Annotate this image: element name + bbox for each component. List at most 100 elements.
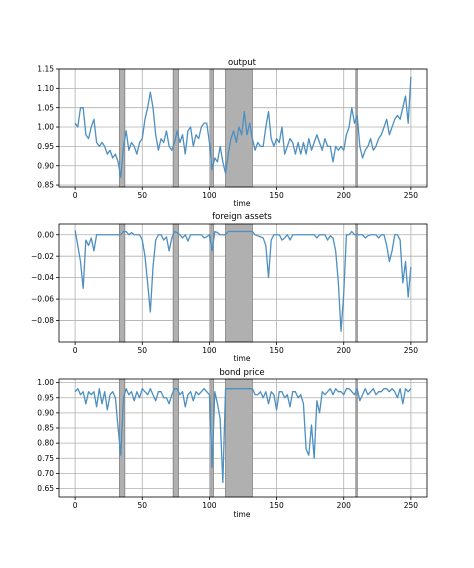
data-point-output-75 [276,138,277,139]
data-point-foreign-assets-29 [152,266,153,267]
data-point-foreign-assets-68 [257,235,258,236]
data-point-bond-price-104 [354,394,355,395]
data-point-foreign-assets-14 [112,234,113,235]
data-point-bond-price-87 [308,455,309,456]
data-point-output-94 [327,146,328,147]
data-point-foreign-assets-32 [160,234,161,235]
data-point-bond-price-30 [155,400,156,401]
y-tick-label-output-1: 0.90 [37,161,54,170]
data-point-foreign-assets-3 [83,288,84,289]
data-point-bond-price-58 [230,388,231,389]
data-point-bond-price-31 [158,391,159,392]
data-point-output-111 [373,150,374,151]
data-point-output-28 [150,92,151,93]
data-point-bond-price-64 [246,388,247,389]
data-point-foreign-assets-125 [410,266,411,267]
data-point-foreign-assets-106 [359,234,360,235]
data-point-bond-price-75 [276,409,277,410]
data-point-foreign-assets-58 [230,231,231,232]
data-point-output-63 [244,111,245,112]
data-point-bond-price-5 [88,391,89,392]
data-point-foreign-assets-57 [228,231,229,232]
data-point-bond-price-91 [319,412,320,413]
data-point-output-9 [99,146,100,147]
data-point-bond-price-81 [292,391,293,392]
data-point-output-80 [289,138,290,139]
shaded-region-bond-price-1 [172,378,179,498]
data-point-foreign-assets-12 [107,234,108,235]
data-point-output-123 [405,95,406,96]
data-point-output-77 [281,126,282,127]
data-point-bond-price-114 [381,391,382,392]
data-point-output-73 [271,138,272,139]
x-tick-label-foreign-assets-2: 100 [202,346,217,355]
data-point-bond-price-47 [201,391,202,392]
data-point-foreign-assets-19 [126,231,127,232]
x-tick-label-output-1: 50 [137,191,147,200]
data-point-foreign-assets-67 [254,234,255,235]
data-point-output-46 [198,138,199,139]
data-point-bond-price-53 [217,403,218,404]
data-point-output-62 [241,134,242,135]
data-point-foreign-assets-8 [96,234,97,235]
data-point-foreign-assets-69 [260,236,261,237]
data-point-output-24 [139,142,140,143]
data-point-bond-price-6 [91,394,92,395]
data-point-output-36 [171,150,172,151]
data-point-output-120 [397,115,398,116]
data-point-foreign-assets-64 [246,231,247,232]
data-point-foreign-assets-101 [346,234,347,235]
data-point-output-13 [109,150,110,151]
data-point-bond-price-15 [115,397,116,398]
data-point-bond-price-79 [287,394,288,395]
data-point-output-50 [209,142,210,143]
data-point-foreign-assets-60 [236,231,237,232]
data-point-bond-price-18 [123,397,124,398]
data-point-output-17 [120,177,121,178]
data-point-bond-price-120 [397,397,398,398]
shaded-region-output-4 [355,68,358,188]
data-point-foreign-assets-63 [244,231,245,232]
data-point-foreign-assets-80 [289,239,290,240]
chart-title-output: output [228,58,257,68]
data-point-bond-price-98 [338,391,339,392]
data-point-foreign-assets-100 [343,293,344,294]
data-point-output-0 [75,123,76,124]
data-point-bond-price-29 [152,394,153,395]
series-line-output [74,76,412,178]
data-point-bond-price-51 [212,467,213,468]
data-point-foreign-assets-38 [177,232,178,233]
data-point-foreign-assets-44 [193,234,194,235]
data-point-output-19 [126,130,127,131]
y-tick-label-output-5: 1.10 [37,84,54,93]
data-point-foreign-assets-108 [365,237,366,238]
data-point-bond-price-45 [195,391,196,392]
data-point-foreign-assets-50 [209,234,210,235]
data-point-bond-price-123 [405,388,406,389]
data-point-foreign-assets-109 [367,235,368,236]
data-point-output-49 [206,123,207,124]
data-point-bond-price-82 [295,391,296,392]
data-point-foreign-assets-119 [394,234,395,235]
data-point-output-44 [193,146,194,147]
data-point-foreign-assets-47 [201,234,202,235]
data-point-output-43 [190,126,191,127]
data-point-foreign-assets-37 [174,231,175,232]
shaded-region-bond-price-3 [225,378,253,498]
data-point-foreign-assets-118 [391,250,392,251]
data-point-foreign-assets-122 [402,282,403,283]
data-point-foreign-assets-45 [195,234,196,235]
data-point-output-58 [230,138,231,139]
data-point-foreign-assets-27 [147,282,148,283]
data-point-foreign-assets-11 [104,234,105,235]
y-tick-label-bond-price-5: 0.90 [37,408,54,417]
data-point-output-116 [386,119,387,120]
data-point-foreign-assets-20 [128,234,129,235]
data-point-bond-price-42 [187,394,188,395]
data-point-bond-price-105 [357,388,358,389]
data-point-output-121 [400,119,401,120]
data-point-output-6 [91,126,92,127]
data-point-bond-price-100 [343,394,344,395]
data-point-foreign-assets-114 [381,234,382,235]
data-point-output-64 [246,134,247,135]
